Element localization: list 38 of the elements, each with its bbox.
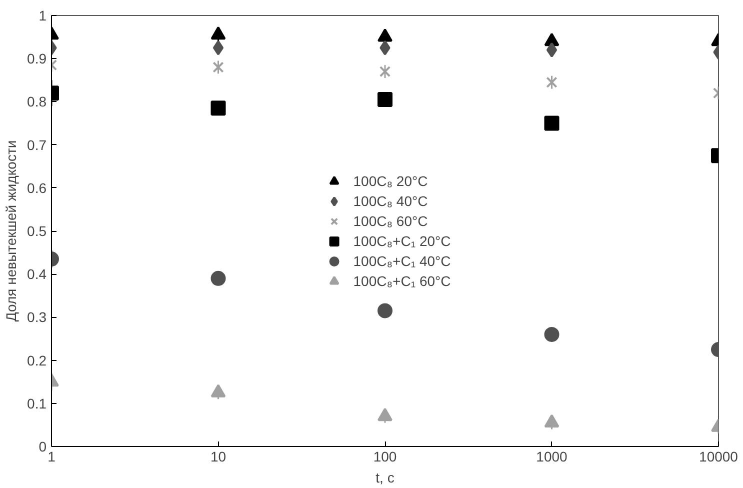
legend-label: 100C₈+C₁ 20°C [353,232,451,248]
y-axis-title: Доля невытекшей жидкости [3,140,20,322]
x-tick-label: 10 [210,448,226,464]
point [379,66,391,78]
y-tick-label: 0.8 [27,94,47,110]
y-tick-label: 0.4 [27,266,47,282]
legend-label: 100C₈+C₁ 40°C [353,252,451,268]
point [212,40,224,56]
point [212,62,224,73]
y-tick-label: 0.2 [27,352,47,368]
point [544,326,560,342]
x-tick-label: 100 [373,448,397,464]
y-tick-label: 0.5 [27,223,47,239]
legend-label: 100C₈ 40°C [353,192,428,208]
point [544,116,560,131]
point [210,384,226,398]
point [210,270,226,286]
legend-label: 100C₈ 20°C [353,172,428,188]
y-tick-label: 0.7 [27,136,47,153]
x-tick-label: 1000 [536,448,568,464]
x-axis-title: t, c [376,470,394,486]
point [544,414,560,428]
y-tick-label: 0.6 [27,180,47,196]
y-tick-label: 0.1 [27,395,47,412]
point [546,76,558,88]
y-tick-label: 0.9 [27,50,47,67]
point [378,92,392,108]
point [380,40,390,56]
legend-label: 100C₈ 60°C [353,212,428,228]
y-tick-label: 1 [38,8,47,24]
point [378,408,392,422]
point [378,303,392,318]
y-tick-label: 0 [38,438,47,454]
y-tick-label: 0.3 [27,309,47,326]
point [546,42,558,58]
x-tick-label: 10000 [699,448,738,464]
legend-label: 100C₈+C₁ 60°C [353,272,451,288]
point [210,100,226,116]
